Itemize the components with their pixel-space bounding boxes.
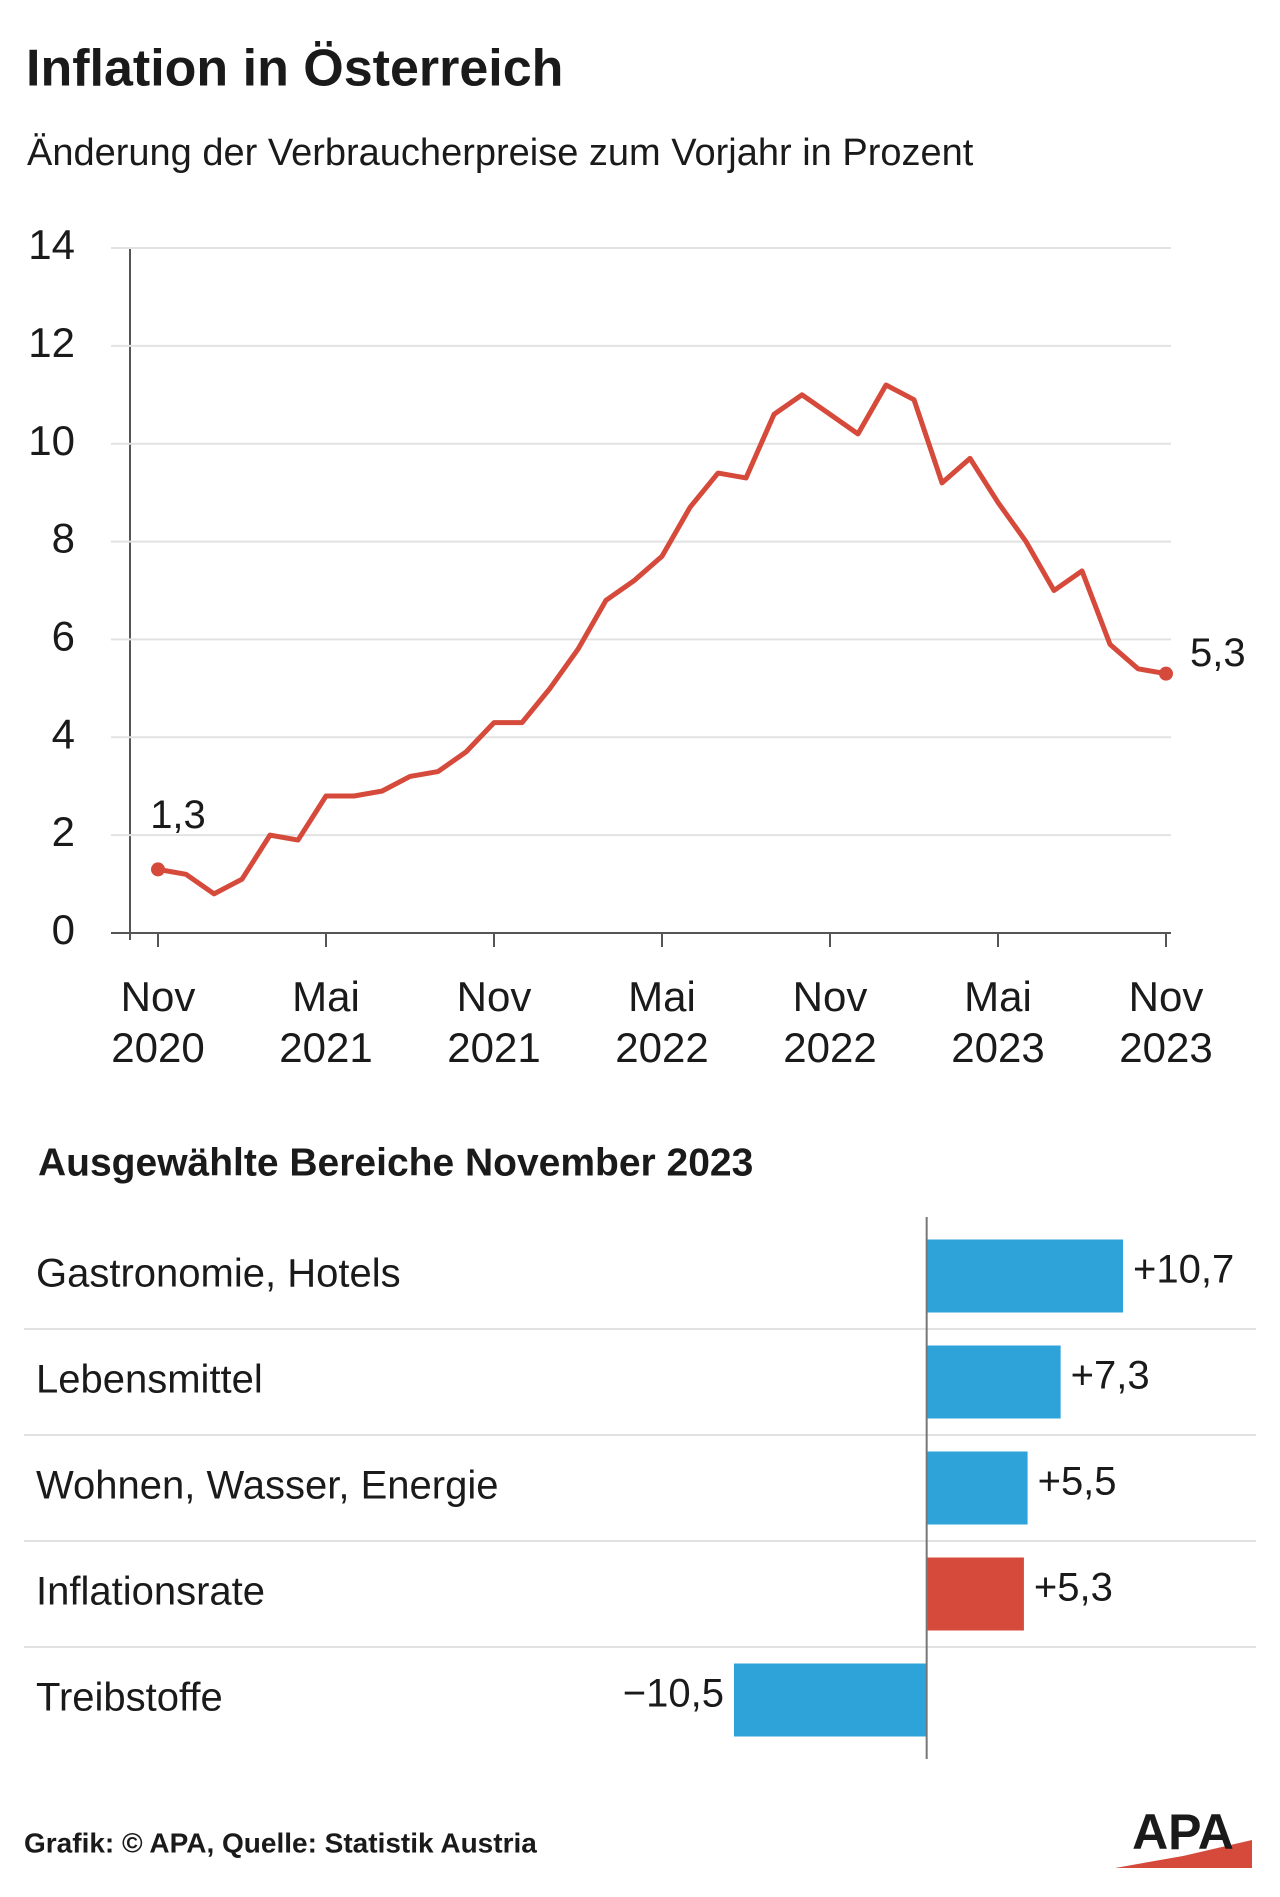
- end-point: [151, 862, 165, 877]
- end-point: [1159, 666, 1173, 681]
- category-label: Gastronomie, Hotels: [36, 1252, 401, 1296]
- logo-wedge: [1115, 1840, 1252, 1868]
- bar: [926, 1239, 1123, 1313]
- category-label: Lebensmittel: [36, 1358, 263, 1402]
- x-tick-label: Nov 2020: [111, 973, 204, 1071]
- y-tick-label: 8: [52, 515, 75, 562]
- bar: [926, 1451, 1028, 1525]
- y-tick-label: 0: [52, 906, 75, 953]
- category-label: Treibstoffe: [36, 1676, 223, 1720]
- bar: [926, 1345, 1061, 1419]
- x-tick-label: Mai 2022: [615, 973, 708, 1071]
- value-label: +10,7: [1133, 1248, 1234, 1292]
- value-label: −10,5: [623, 1672, 724, 1716]
- source: Grafik: © APA, Quelle: Statistik Austria: [24, 1827, 537, 1858]
- logo: APA: [1115, 1804, 1252, 1868]
- chart-subtitle: Änderung der Verbraucherpreise zum Vorja…: [27, 132, 974, 174]
- y-tick-label: 12: [28, 319, 75, 366]
- bar: [734, 1663, 927, 1737]
- y-tick-label: 4: [52, 710, 75, 757]
- y-tick-label: 14: [28, 221, 75, 268]
- x-tick-label: Nov 2023: [1119, 973, 1212, 1071]
- logo-text: APA: [1132, 1804, 1234, 1860]
- x-tick-label: Mai 2023: [951, 973, 1044, 1071]
- value-label: +7,3: [1071, 1354, 1150, 1398]
- y-tick-label: 2: [52, 808, 75, 855]
- y-tick-label: 6: [52, 613, 75, 660]
- category-label: Inflationsrate: [36, 1570, 265, 1614]
- chart-title: Inflation in Österreich: [26, 40, 563, 98]
- value-label: +5,3: [1034, 1566, 1113, 1610]
- value-label: 1,3: [150, 793, 206, 837]
- bar-chart-title: Ausgewählte Bereiche November 2023: [38, 1141, 753, 1184]
- bar: [926, 1557, 1024, 1631]
- x-tick-label: Mai 2021: [279, 973, 372, 1071]
- y-tick-label: 10: [28, 417, 75, 464]
- x-tick-label: Nov 2021: [447, 973, 540, 1071]
- line: [157, 382, 1167, 897]
- x-tick-label: Nov 2022: [783, 973, 876, 1071]
- value-label: +5,5: [1038, 1460, 1117, 1504]
- category-label: Wohnen, Wasser, Energie: [36, 1464, 498, 1508]
- value-label: 5,3: [1190, 631, 1246, 675]
